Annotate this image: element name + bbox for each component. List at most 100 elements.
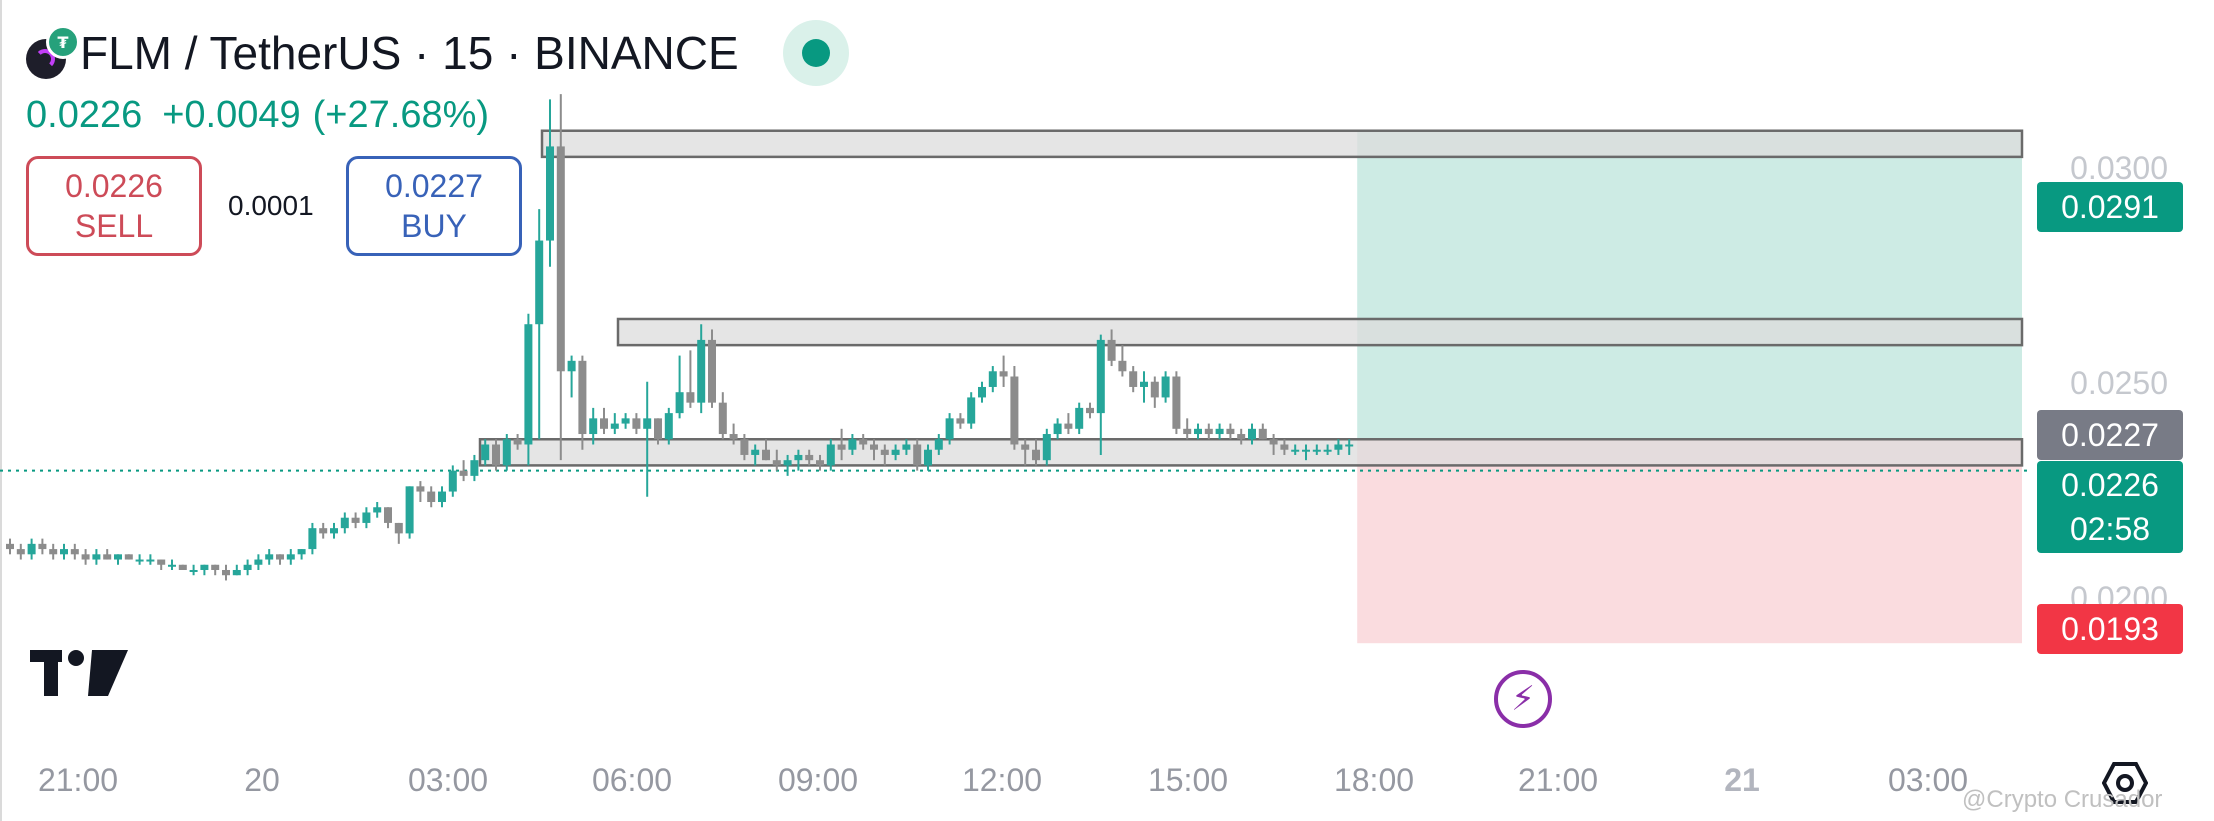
candle[interactable]	[232, 564, 241, 576]
candle[interactable]	[794, 449, 803, 471]
candle[interactable]	[1075, 402, 1084, 435]
candle[interactable]	[178, 564, 187, 570]
candle[interactable]	[762, 439, 770, 461]
candle[interactable]	[492, 439, 500, 471]
sell-button[interactable]: 0.0226 SELL	[26, 156, 202, 256]
candle[interactable]	[351, 512, 360, 529]
candle[interactable]	[805, 449, 814, 466]
candle[interactable]	[1226, 423, 1235, 440]
candle[interactable]	[589, 407, 598, 445]
stop-loss-price-tag[interactable]: 0.0193	[2037, 604, 2183, 654]
candle[interactable]	[1150, 376, 1159, 408]
zone-resistance-mid[interactable]	[616, 317, 2024, 347]
candle[interactable]	[880, 444, 889, 466]
chart-settings-icon[interactable]	[2102, 760, 2148, 806]
candle[interactable]	[1010, 366, 1019, 450]
candle[interactable]	[924, 444, 932, 471]
candle[interactable]	[1312, 444, 1321, 455]
buy-button[interactable]: 0.0227 BUY	[346, 156, 522, 256]
candle[interactable]	[373, 502, 382, 518]
tradingview-logo[interactable]	[30, 650, 128, 696]
candle[interactable]	[772, 449, 781, 471]
candle[interactable]	[405, 486, 414, 539]
candle[interactable]	[826, 439, 835, 471]
candle[interactable]	[848, 434, 857, 455]
candle[interactable]	[1140, 371, 1148, 403]
candle[interactable]	[1118, 345, 1127, 377]
candle[interactable]	[297, 549, 306, 560]
candle[interactable]	[286, 549, 295, 565]
candle[interactable]	[751, 444, 760, 466]
candle[interactable]	[168, 559, 176, 570]
candle[interactable]	[783, 454, 792, 476]
candle[interactable]	[697, 324, 706, 414]
candle[interactable]	[427, 486, 436, 508]
candle[interactable]	[384, 507, 392, 529]
candle[interactable]	[1032, 439, 1040, 466]
candle[interactable]	[319, 522, 328, 539]
candle[interactable]	[394, 522, 403, 544]
candle[interactable]	[416, 481, 425, 503]
candle[interactable]	[600, 407, 608, 435]
candle[interactable]	[481, 439, 490, 466]
candle[interactable]	[16, 543, 25, 560]
candle[interactable]	[265, 549, 274, 565]
candle[interactable]	[1021, 439, 1030, 466]
candle[interactable]	[1086, 402, 1094, 419]
candle[interactable]	[978, 381, 986, 403]
candle[interactable]	[70, 543, 79, 560]
candle[interactable]	[513, 434, 522, 450]
zone-resistance-top[interactable]	[540, 129, 2024, 159]
candle[interactable]	[146, 554, 155, 565]
candle[interactable]	[632, 413, 641, 435]
candle[interactable]	[1204, 423, 1213, 440]
candle[interactable]	[934, 434, 943, 455]
candle[interactable]	[1042, 428, 1051, 466]
candle[interactable]	[729, 423, 738, 445]
candle[interactable]	[859, 434, 868, 450]
stop-loss-zone[interactable]	[1357, 439, 2022, 644]
candle[interactable]	[675, 355, 684, 419]
candle[interactable]	[1172, 371, 1181, 435]
candle[interactable]	[157, 559, 166, 570]
candle[interactable]	[1194, 423, 1202, 440]
candle[interactable]	[1258, 423, 1267, 440]
candle[interactable]	[718, 392, 727, 440]
last-price-tag[interactable]: 0.0226 02:58	[2037, 461, 2183, 553]
candle[interactable]	[654, 418, 662, 445]
candle[interactable]	[546, 99, 554, 267]
candle[interactable]	[60, 543, 68, 560]
candle[interactable]	[114, 554, 122, 565]
candle[interactable]	[1215, 423, 1224, 440]
candle[interactable]	[1107, 329, 1116, 367]
candle[interactable]	[988, 366, 997, 393]
candle[interactable]	[556, 94, 565, 461]
candle[interactable]	[1280, 439, 1289, 455]
candle[interactable]	[27, 538, 36, 560]
candle[interactable]	[254, 554, 263, 570]
candle[interactable]	[610, 413, 619, 435]
candle[interactable]	[92, 549, 101, 565]
candle[interactable]	[1096, 334, 1105, 455]
candle[interactable]	[621, 413, 630, 429]
candle[interactable]	[308, 522, 317, 555]
candle[interactable]	[362, 507, 371, 529]
candle[interactable]	[686, 350, 695, 408]
candle[interactable]	[1237, 428, 1246, 445]
candle[interactable]	[448, 465, 457, 497]
candle[interactable]	[459, 460, 468, 482]
candle[interactable]	[189, 564, 198, 576]
candle[interactable]	[1334, 439, 1343, 455]
candle[interactable]	[1345, 439, 1354, 455]
bid-price-tag[interactable]: 0.0227	[2037, 410, 2183, 460]
lightning-icon[interactable]: ⚡	[1494, 670, 1552, 728]
candle[interactable]	[81, 549, 90, 565]
profit-target-zone[interactable]	[1357, 129, 2022, 439]
candle[interactable]	[1302, 444, 1310, 461]
candle[interactable]	[816, 454, 824, 471]
candle[interactable]	[1064, 413, 1073, 435]
candle[interactable]	[1269, 434, 1278, 455]
symbol-header[interactable]: ₮ FLM / TetherUS · 15 · BINANCE	[26, 18, 849, 88]
candle[interactable]	[103, 549, 112, 560]
